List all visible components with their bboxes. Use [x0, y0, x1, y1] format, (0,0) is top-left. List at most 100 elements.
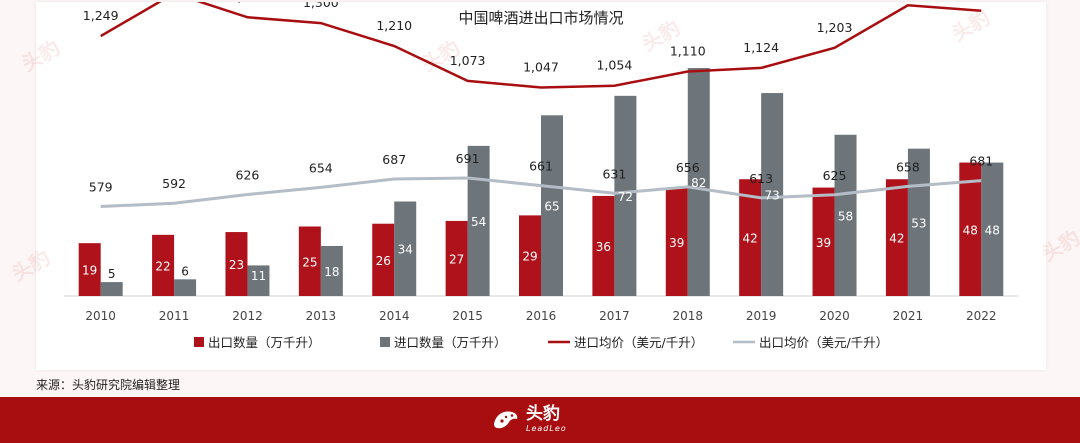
brand-name-en: LeadLeo [526, 423, 567, 433]
export-volume-label: 29 [522, 250, 537, 264]
import-volume-label: 65 [544, 200, 559, 214]
import-volume-label: 82 [691, 176, 706, 190]
legend-swatch [380, 337, 390, 347]
export-price-label: 661 [529, 159, 553, 174]
export-price-label: 687 [382, 152, 406, 167]
import-volume-bar [467, 145, 490, 296]
import-price-label: 1,203 [817, 20, 853, 35]
export-price-label: 613 [749, 171, 773, 186]
export-price-label: 625 [823, 168, 847, 183]
export-volume-bar [519, 215, 541, 296]
export-price-label: 691 [456, 151, 480, 166]
import-price-label: 1,323 [230, 2, 266, 4]
import-price-line [100, 0, 982, 89]
export-price-label: 658 [896, 159, 920, 174]
export-volume-label: 39 [816, 236, 831, 250]
import-volume-bar [394, 201, 417, 296]
import-price-label: 1,124 [743, 40, 779, 55]
legend-label: 出口数量（万千升） [208, 335, 321, 350]
import-volume-label: 6 [181, 264, 189, 278]
export-volume-bar [225, 232, 248, 296]
export-volume-bar [665, 187, 688, 296]
import-volume-label: 5 [108, 267, 116, 281]
export-volume-label: 36 [596, 240, 611, 254]
export-volume-bar [445, 220, 468, 296]
export-volume-bar [372, 223, 395, 296]
export-volume-label: 22 [155, 259, 170, 273]
export-volume-bar [298, 226, 321, 296]
source-note: 来源：头豹研究院编辑整理 [36, 378, 181, 392]
x-tick-label: 2018 [672, 309, 703, 323]
import-price-label: 1,110 [670, 43, 706, 58]
import-price-label: 1,054 [596, 58, 632, 73]
export-volume-bar [885, 179, 908, 296]
import-price-label: 1,047 [523, 59, 559, 74]
legend-label: 出口均价（美元/千升） [759, 335, 888, 350]
export-price-label: 631 [602, 166, 626, 181]
brand-name-cn: 头豹 [526, 403, 560, 424]
x-tick-label: 2010 [85, 309, 116, 323]
chart-title: 中国啤酒进出口市场情况 [458, 9, 623, 27]
import-volume-bar [100, 282, 123, 296]
x-tick-label: 2015 [452, 309, 483, 323]
export-price-label: 592 [162, 176, 186, 191]
import-volume-bar [541, 115, 563, 296]
export-price-label: 626 [236, 168, 260, 183]
import-volume-bar [687, 68, 710, 296]
export-price-label: 579 [89, 180, 113, 195]
x-tick-label: 2022 [966, 309, 997, 323]
leopard-logo-icon [494, 411, 518, 429]
x-tick-label: 2021 [893, 309, 924, 323]
import-volume-bar [614, 95, 637, 296]
legend-label: 进口数量（万千升） [394, 335, 507, 350]
export-volume-bar [592, 195, 615, 296]
import-volume-label: 48 [985, 223, 1000, 237]
import-price-label: 1,073 [450, 53, 486, 68]
import-volume-label: 11 [251, 269, 266, 283]
import-volume-bar [174, 279, 197, 296]
x-tick-label: 2013 [306, 309, 337, 323]
export-price-label: 656 [676, 160, 700, 175]
export-volume-label: 23 [229, 258, 244, 272]
x-tick-label: 2014 [379, 309, 410, 323]
export-volume-label: 39 [669, 236, 684, 250]
import-volume-label: 34 [398, 243, 413, 257]
export-price-label: 654 [309, 160, 333, 175]
import-volume-bar [761, 93, 784, 296]
legend-label: 进口均价（美元/千升） [574, 335, 703, 350]
footer-bar [0, 397, 1080, 443]
export-volume-label: 42 [889, 232, 904, 246]
export-volume-bar [959, 162, 982, 296]
export-volume-bar [152, 234, 175, 296]
footer-logo: 头豹 LeadLeo [490, 404, 567, 434]
export-volume-label: 19 [82, 264, 97, 278]
import-volume-bar [247, 265, 270, 296]
chart-card: 中国啤酒进出口市场情况 19 5 22 6 23 11 25 18 26 34 27 54 29 65 36 7… [36, 0, 1046, 370]
x-tick-label: 2019 [746, 309, 777, 323]
import-volume-label: 58 [838, 209, 853, 223]
chart: 中国啤酒进出口市场情况 19 5 22 6 23 11 25 18 26 34 27 54 29 65 36 7… [64, 0, 1018, 350]
export-price-label: 681 [969, 154, 993, 169]
import-volume-label: 72 [618, 190, 633, 204]
import-volume-bar [981, 162, 1004, 296]
import-price-label: 1,210 [376, 18, 412, 33]
legend-swatch [194, 337, 204, 347]
import-volume-label: 53 [911, 216, 926, 230]
export-volume-label: 48 [963, 223, 978, 237]
x-tick-label: 2017 [599, 309, 630, 323]
export-volume-label: 42 [743, 232, 758, 246]
import-volume-bar [834, 134, 857, 296]
import-price-label: 1,249 [83, 8, 119, 23]
export-volume-bar [739, 179, 762, 296]
export-volume-label: 25 [302, 255, 317, 269]
x-tick-label: 2012 [232, 309, 263, 323]
import-price-label: 1,300 [303, 2, 339, 10]
import-volume-label: 18 [324, 265, 339, 279]
x-tick-label: 2016 [526, 309, 557, 323]
export-price-line [100, 176, 982, 208]
import-volume-label: 54 [471, 215, 486, 229]
import-volume-label: 73 [765, 189, 780, 203]
x-tick-label: 2011 [159, 309, 190, 323]
export-volume-label: 27 [449, 252, 464, 266]
export-volume-bar [812, 187, 835, 296]
